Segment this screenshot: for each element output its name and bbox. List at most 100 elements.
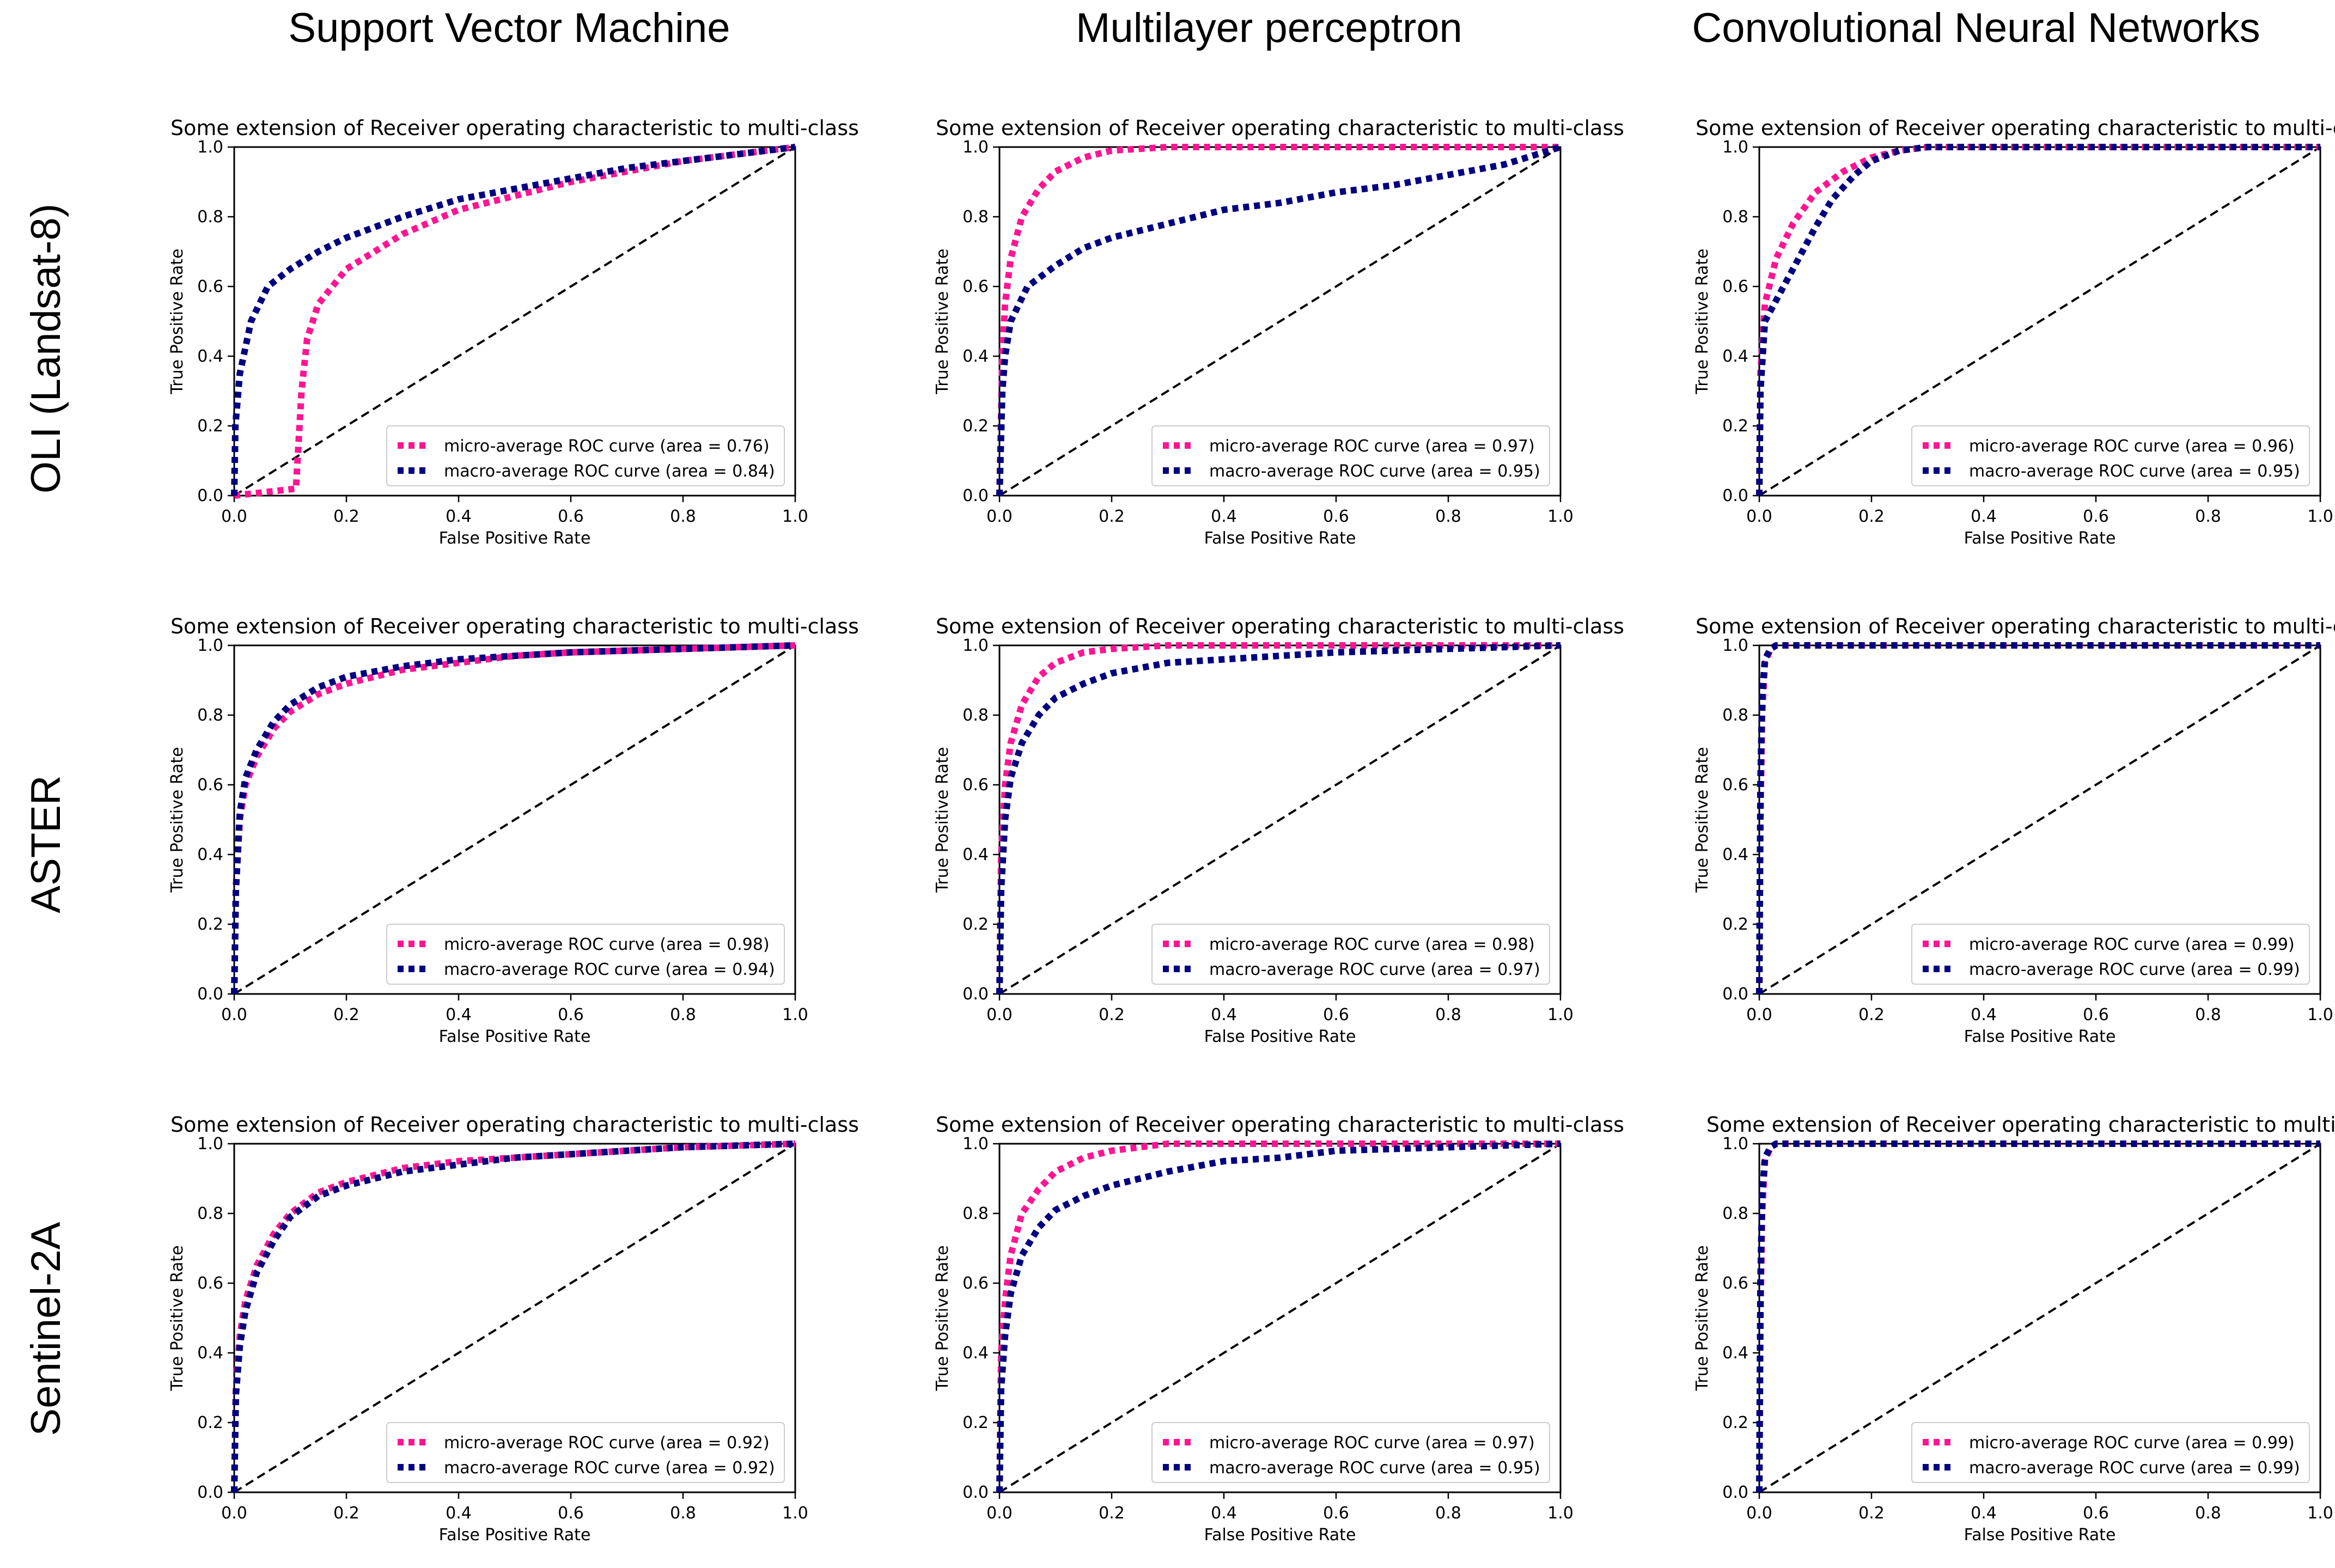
y-tick-label: 0.6 bbox=[1722, 1274, 1748, 1293]
chart-legend: micro-average ROC curve (area = 0.96) mac… bbox=[1911, 425, 2310, 486]
chart-title: Some extension of Receiver operating cha… bbox=[936, 614, 1624, 638]
y-tick-label: 0.8 bbox=[1722, 208, 1748, 227]
plot-frame bbox=[233, 146, 796, 497]
y-tick-label: 0.2 bbox=[962, 915, 989, 934]
x-tick-label: 1.0 bbox=[1547, 507, 1574, 526]
y-tick-label: 0.6 bbox=[197, 1274, 223, 1293]
y-tick-label: 0.6 bbox=[197, 277, 223, 296]
legend-label: micro-average ROC curve (area = 0.99) bbox=[1969, 935, 2295, 954]
x-axis-label: False Positive Rate bbox=[1964, 1526, 2116, 1545]
chart-title: Some extension of Receiver operating cha… bbox=[170, 1113, 859, 1137]
y-tick-label: 1.0 bbox=[197, 1134, 223, 1154]
column-header-mlp: Multilayer perceptron bbox=[1076, 5, 1462, 51]
x-tick-label: 0.2 bbox=[1858, 507, 1885, 526]
y-tick-label: 0.0 bbox=[1722, 985, 1748, 1004]
legend-box bbox=[386, 1422, 785, 1483]
macro-average-roc-line bbox=[1756, 642, 2320, 995]
y-tick-label: 1.0 bbox=[962, 1134, 989, 1154]
x-tick-label: 0.8 bbox=[670, 1005, 696, 1024]
x-tick-label: 0.8 bbox=[1435, 1504, 1461, 1523]
roc-chart-2-0: Some extension of Receiver operating cha… bbox=[168, 1113, 859, 1545]
macro-average-roc-line bbox=[996, 642, 1561, 995]
x-tick-label: 0.4 bbox=[446, 1005, 472, 1024]
chart-title: Some extension of Receiver operating cha… bbox=[936, 116, 1624, 140]
x-tick-label: 1.0 bbox=[782, 507, 808, 526]
y-tick-label: 0.4 bbox=[197, 845, 223, 864]
legend-label: micro-average ROC curve (area = 0.97) bbox=[1209, 437, 1535, 456]
x-axis-label: False Positive Rate bbox=[1204, 1027, 1356, 1046]
legend-box bbox=[1911, 425, 2310, 486]
y-axis-label: True Positive Rate bbox=[1693, 747, 1712, 893]
y-axis-label: True Positive Rate bbox=[933, 1245, 952, 1391]
legend-label: macro-average ROC curve (area = 0.92) bbox=[444, 1459, 775, 1478]
y-tick-label: 0.2 bbox=[1722, 1413, 1748, 1432]
x-tick-label: 0.8 bbox=[2195, 507, 2221, 526]
y-tick-label: 0.8 bbox=[197, 208, 223, 227]
chart-title: Some extension of Receiver operating cha… bbox=[936, 1113, 1624, 1137]
y-tick-label: 0.2 bbox=[962, 1413, 989, 1432]
row-header-sentinel: Sentinel-2A bbox=[23, 1222, 69, 1436]
roc-chart-2-1: Some extension of Receiver operating cha… bbox=[933, 1113, 1624, 1545]
chance-diagonal-line bbox=[998, 1143, 1562, 1493]
legend-label: micro-average ROC curve (area = 0.99) bbox=[1969, 1433, 2295, 1453]
y-tick-label: 0.6 bbox=[962, 1274, 989, 1293]
x-axis-label: False Positive Rate bbox=[1204, 529, 1356, 548]
chart-title: Some extension of Receiver operating cha… bbox=[170, 614, 859, 638]
x-axis-label: False Positive Rate bbox=[439, 1526, 591, 1545]
y-tick-label: 1.0 bbox=[962, 138, 989, 157]
chance-diagonal-line bbox=[998, 146, 1562, 497]
x-tick-label: 0.4 bbox=[1211, 507, 1237, 526]
x-axis-label: False Positive Rate bbox=[1964, 529, 2116, 548]
y-tick-label: 1.0 bbox=[1722, 1134, 1748, 1154]
legend-box bbox=[1151, 1422, 1550, 1483]
x-tick-label: 0.4 bbox=[1211, 1504, 1237, 1523]
x-tick-label: 0.4 bbox=[1971, 1504, 1997, 1523]
y-tick-label: 0.8 bbox=[197, 706, 223, 725]
macro-average-roc-line bbox=[1756, 1140, 2320, 1493]
y-tick-label: 1.0 bbox=[1722, 138, 1748, 157]
legend-label: macro-average ROC curve (area = 0.95) bbox=[1209, 1459, 1540, 1478]
x-tick-label: 0.0 bbox=[1746, 1504, 1772, 1523]
legend-label: macro-average ROC curve (area = 0.95) bbox=[1209, 462, 1540, 481]
x-tick-label: 0.0 bbox=[986, 1005, 1013, 1024]
x-tick-label: 0.4 bbox=[1971, 1005, 1997, 1024]
y-tick-label: 0.8 bbox=[1722, 706, 1748, 725]
roc-chart-0-2: Some extension of Receiver operating cha… bbox=[1693, 116, 2335, 548]
chart-legend: micro-average ROC curve (area = 0.99) mac… bbox=[1911, 924, 2310, 985]
x-tick-label: 0.2 bbox=[1099, 1005, 1125, 1024]
y-tick-label: 0.0 bbox=[962, 486, 989, 505]
roc-chart-1-0: Some extension of Receiver operating cha… bbox=[168, 614, 859, 1046]
chance-diagonal-line bbox=[998, 644, 1562, 995]
x-tick-label: 0.0 bbox=[986, 1504, 1013, 1523]
legend-box bbox=[1151, 924, 1550, 985]
x-tick-label: 0.8 bbox=[1435, 1005, 1461, 1024]
micro-average-roc-line bbox=[234, 144, 796, 499]
x-tick-label: 0.0 bbox=[221, 1005, 247, 1024]
y-tick-label: 0.4 bbox=[962, 845, 989, 864]
x-tick-label: 0.6 bbox=[1323, 507, 1349, 526]
y-tick-label: 0.0 bbox=[197, 985, 223, 1004]
x-tick-label: 0.8 bbox=[670, 507, 696, 526]
y-tick-label: 0.4 bbox=[197, 347, 223, 366]
x-tick-label: 0.6 bbox=[1323, 1005, 1349, 1024]
legend-box bbox=[386, 425, 785, 486]
y-tick-label: 0.6 bbox=[197, 776, 223, 795]
x-tick-label: 0.8 bbox=[1435, 507, 1461, 526]
legend-label: macro-average ROC curve (area = 0.97) bbox=[1209, 960, 1540, 979]
chance-diagonal-line bbox=[1758, 1143, 2321, 1493]
chart-panels: Some extension of Receiver operating cha… bbox=[168, 116, 2335, 1545]
x-tick-label: 0.8 bbox=[2195, 1504, 2221, 1523]
x-tick-label: 0.2 bbox=[333, 1005, 359, 1024]
macro-average-roc-line bbox=[996, 1140, 1561, 1493]
y-tick-label: 0.4 bbox=[962, 1344, 989, 1363]
y-tick-label: 0.0 bbox=[962, 985, 989, 1004]
chance-diagonal-line bbox=[233, 146, 796, 497]
chart-legend: micro-average ROC curve (area = 0.98) mac… bbox=[386, 924, 785, 985]
y-tick-label: 0.2 bbox=[197, 915, 223, 934]
x-tick-label: 0.2 bbox=[1858, 1504, 1885, 1523]
x-tick-label: 1.0 bbox=[782, 1504, 808, 1523]
legend-label: micro-average ROC curve (area = 0.98) bbox=[444, 935, 770, 954]
y-tick-label: 0.2 bbox=[197, 1413, 223, 1432]
x-tick-label: 0.2 bbox=[333, 507, 359, 526]
